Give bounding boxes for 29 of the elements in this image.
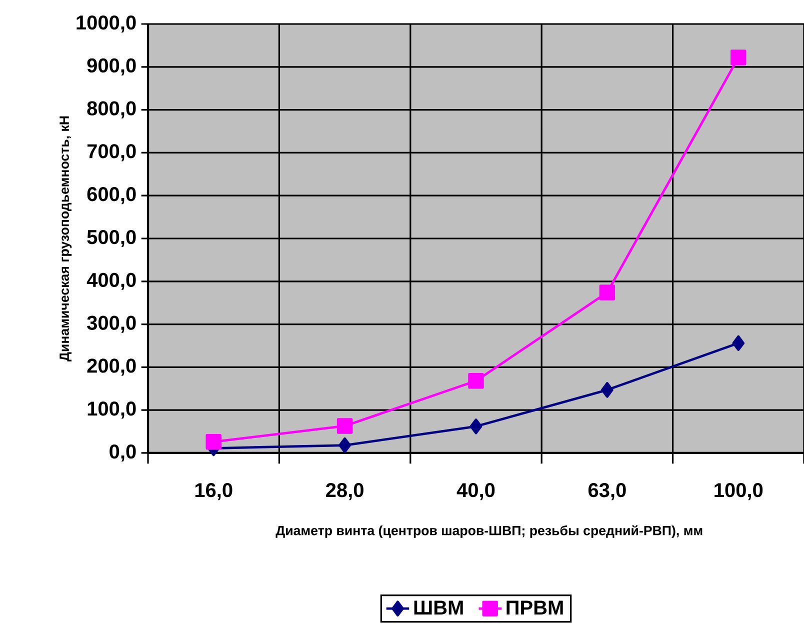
- y-tick-label: 1000,0: [76, 15, 136, 33]
- point: [599, 284, 616, 300]
- y-tick-label: 200,0: [87, 358, 136, 376]
- legend-label: ШВМ: [414, 600, 463, 614]
- x-tick-label: 28,0: [326, 483, 364, 500]
- y-tick-label: 600,0: [87, 187, 136, 204]
- y-tick-label: 0,0: [110, 444, 136, 462]
- point: [336, 418, 353, 434]
- y-tick-label: 900,0: [87, 58, 136, 76]
- point: [600, 382, 614, 398]
- legend-label: ПРВМ: [506, 600, 563, 614]
- y-tick-label: 300,0: [87, 316, 136, 333]
- point: [206, 434, 222, 450]
- x-tick-label: 16,0: [195, 483, 232, 500]
- y-tick-label: 500,0: [87, 230, 136, 248]
- point: [470, 418, 482, 434]
- x-axis-title: Диаметр винта (центров шаров-ШВП; резьбы средний-РВП), мм: [276, 525, 702, 538]
- point: [468, 373, 484, 389]
- y-tick-label: 800,0: [87, 101, 136, 118]
- y-tick-label: 700,0: [87, 144, 136, 162]
- y-tick-label: 100,0: [88, 402, 136, 419]
- x-tick-label: 63,0: [588, 483, 626, 500]
- point: [730, 50, 746, 66]
- x-tick-label: 40,0: [456, 483, 495, 500]
- x-tick-label: 100,0: [714, 483, 763, 500]
- point: [338, 437, 351, 454]
- y-axis-title: Динамическая грузоподьемность, кН: [60, 116, 72, 362]
- y-tick-label: 400,0: [86, 272, 136, 290]
- point: [732, 335, 745, 352]
